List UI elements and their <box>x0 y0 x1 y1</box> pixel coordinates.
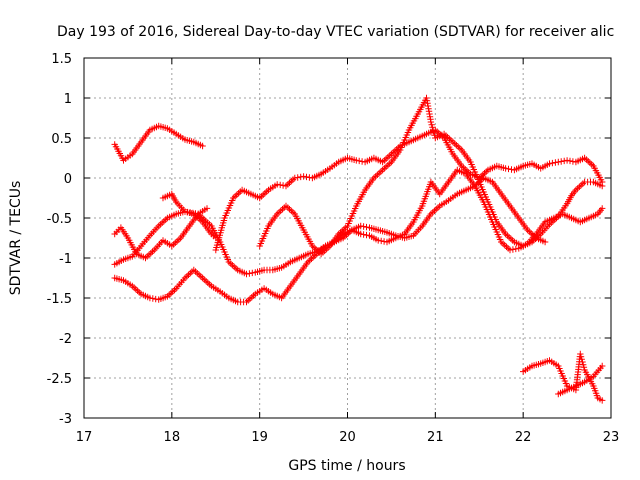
plus-markers <box>159 190 219 242</box>
y-tick-label: 0 <box>64 172 72 187</box>
y-tick-label: 1.5 <box>51 52 72 67</box>
x-tick-label: 17 <box>76 430 93 445</box>
plus-markers <box>111 122 206 164</box>
y-axis-label: SDTVAR / TECUs <box>8 181 24 296</box>
y-tick-label: 1 <box>64 92 72 107</box>
series-track-7 <box>256 94 606 258</box>
x-tick-label: 23 <box>603 430 620 445</box>
y-tick-label: -1.5 <box>47 292 72 307</box>
y-tick-label: -2 <box>59 332 72 347</box>
y-tick-label: -3 <box>59 412 72 427</box>
y-tick-label: -1 <box>59 252 72 267</box>
x-tick-label: 20 <box>339 430 356 445</box>
series-track-5 <box>159 190 219 242</box>
grid-lines <box>84 58 611 418</box>
plus-markers <box>555 362 606 398</box>
x-tick-label: 19 <box>251 430 268 445</box>
plus-markers <box>520 350 606 404</box>
x-axis-label: GPS time / hours <box>288 458 405 474</box>
y-tick-label: -0.5 <box>47 212 72 227</box>
chart-title: Day 193 of 2016, Sidereal Day-to-day VTE… <box>57 24 614 40</box>
axis-ticks: 17 18 19 20 21 22 23 -3 -2.5 -2 -1.5 -1 -0.5 0 0.5 1 1.5 <box>47 52 620 445</box>
series-track-6 <box>212 126 606 254</box>
x-tick-label: 21 <box>427 430 444 445</box>
plus-markers <box>111 166 606 278</box>
x-tick-label: 18 <box>164 430 181 445</box>
y-tick-label: 0.5 <box>51 132 72 147</box>
series-track-1 <box>111 122 206 164</box>
series-track-9 <box>555 362 606 398</box>
series-track-3 <box>111 166 606 278</box>
x-tick-label: 22 <box>515 430 532 445</box>
data-series <box>111 94 606 404</box>
plus-markers <box>256 94 606 258</box>
plus-markers <box>111 174 549 306</box>
y-tick-label: -2.5 <box>47 372 72 387</box>
plus-markers <box>212 126 606 254</box>
